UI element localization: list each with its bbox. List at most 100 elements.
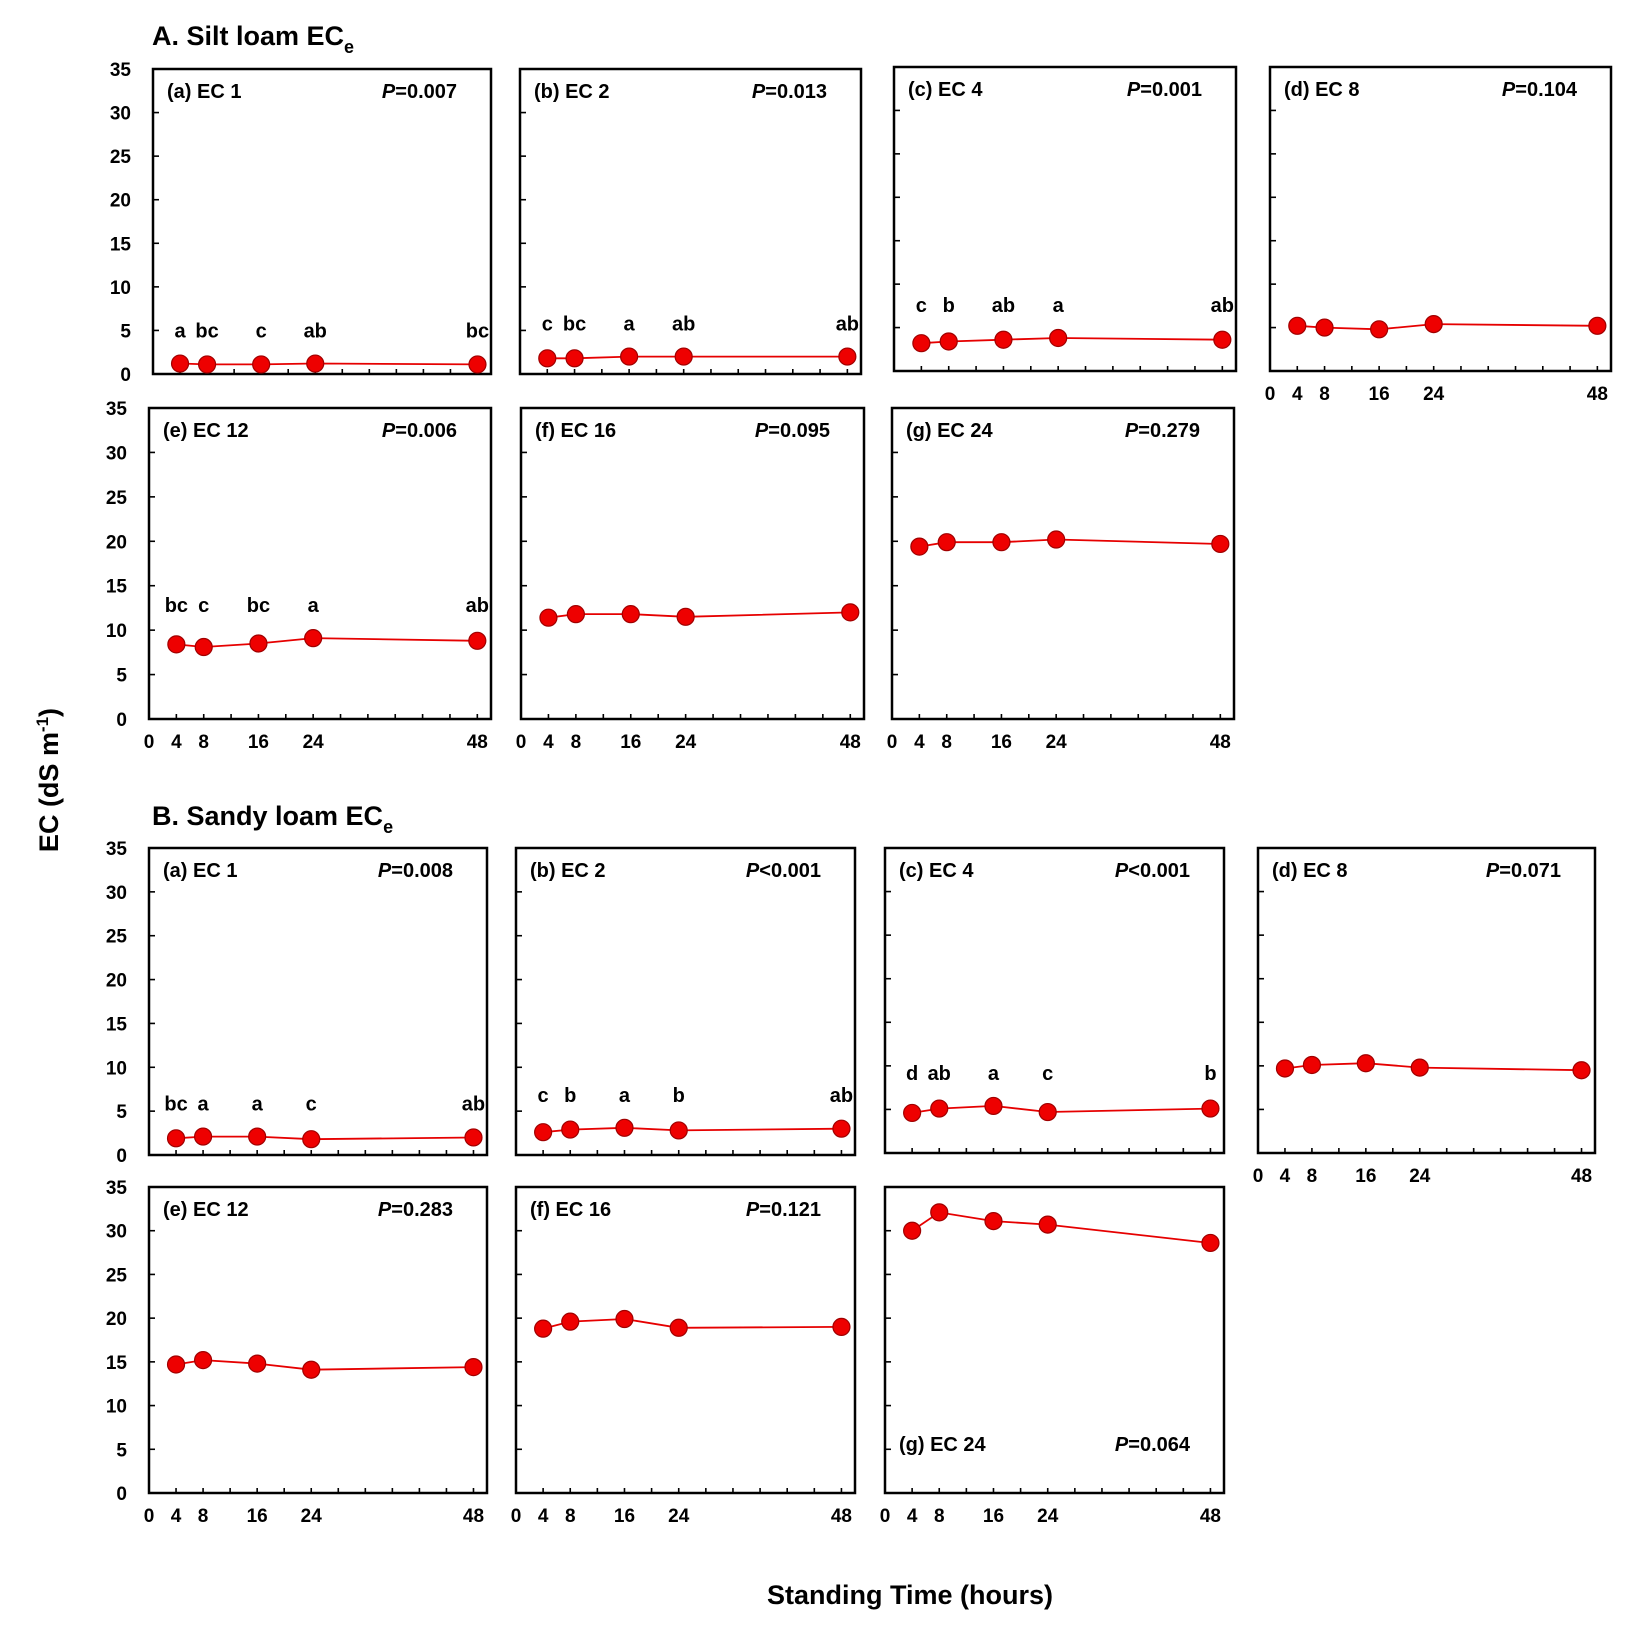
y-tick-label: 15 xyxy=(106,1014,128,1035)
p-value: P=0.007 xyxy=(382,81,457,103)
y-tick-label: 10 xyxy=(106,1397,127,1418)
data-point xyxy=(1275,1059,1295,1078)
x-tick-label: 24 xyxy=(1423,384,1445,405)
x-tick-label: 0 xyxy=(887,732,898,753)
data-point xyxy=(841,603,860,622)
x-tick-label: 4 xyxy=(907,1506,918,1527)
x-tick-label: 8 xyxy=(941,732,952,753)
y-tick-label: 20 xyxy=(106,1309,127,1330)
y-tick-label: 10 xyxy=(110,278,131,299)
x-tick-label: 4 xyxy=(538,1506,549,1527)
panel-b-c: (c) EC 4 P<0.001 d ab a c b xyxy=(883,846,1226,1155)
x-tick-label: 8 xyxy=(934,1506,945,1527)
section-title-b: B. Sandy loam ECe xyxy=(152,801,393,837)
y-tick-label: 20 xyxy=(110,191,131,212)
y-tick-label: 20 xyxy=(106,532,127,553)
data-point xyxy=(669,1318,688,1337)
p-value: P=0.013 xyxy=(752,81,827,103)
data-point xyxy=(1588,316,1607,335)
x-tick-label: 48 xyxy=(1200,1506,1221,1527)
panel-b-f: 0 4 8 16 24 48(f) EC 16 P=0.121 xyxy=(511,1185,857,1527)
significance-letter: bc xyxy=(165,595,188,617)
significance-letter: a xyxy=(252,1094,264,1116)
panel-label: (a) EC 1 xyxy=(163,860,237,882)
p-value: P=0.279 xyxy=(1125,420,1200,442)
p-value: P=0.064 xyxy=(1115,1434,1191,1456)
significance-letter: b xyxy=(943,295,955,317)
x-tick-label: 4 xyxy=(1292,384,1303,405)
significance-letter: a xyxy=(1053,295,1065,317)
significance-letter: ab xyxy=(928,1063,951,1085)
p-value: P=0.008 xyxy=(378,860,453,882)
data-point xyxy=(302,1360,321,1379)
x-tick-label: 0 xyxy=(1253,1166,1264,1187)
y-tick-label: 5 xyxy=(116,1440,127,1461)
x-tick-label: 0 xyxy=(516,732,527,753)
x-tick-label: 24 xyxy=(1409,1166,1431,1187)
data-point xyxy=(166,1129,186,1148)
x-tick-label: 48 xyxy=(1210,732,1231,753)
data-point xyxy=(1356,1054,1375,1073)
x-tick-label: 8 xyxy=(565,1506,576,1527)
significance-letter: bc xyxy=(466,321,489,343)
y-axis-title: EC (dS m-1) xyxy=(33,708,64,852)
significance-letter: ab xyxy=(1211,295,1234,317)
panel-a-c: (c) EC 4 P=0.001 c b ab a ab xyxy=(892,65,1238,373)
data-point xyxy=(194,637,213,657)
significance-letter: ab xyxy=(304,321,327,343)
significance-letter: ab xyxy=(836,314,859,336)
x-tick-label: 8 xyxy=(571,732,582,753)
significance-letter: bc xyxy=(164,1094,187,1116)
significance-letter: c xyxy=(306,1094,317,1116)
data-point xyxy=(615,1309,634,1329)
x-axis-title: Standing Time (hours) xyxy=(767,1580,1053,1610)
data-point xyxy=(676,607,695,626)
panel-b-d: 0 4 8 16 24 48(d) EC 8 P=0.071 xyxy=(1253,846,1597,1187)
panel-frame xyxy=(890,406,1236,721)
panel-a-f: 0 4 8 16 24 48(f) EC 16 P=0.095 xyxy=(516,406,866,753)
panel-label: (g) EC 24 xyxy=(899,1434,987,1456)
data-point xyxy=(170,354,190,373)
panel-frame xyxy=(147,846,489,1157)
significance-letter: a xyxy=(174,321,186,343)
panel-frame xyxy=(147,1185,489,1495)
panel-label: (e) EC 12 xyxy=(163,420,249,442)
y-tick-label: 5 xyxy=(120,321,131,342)
data-point xyxy=(992,533,1011,552)
data-point xyxy=(615,1118,634,1137)
data-point xyxy=(248,1127,267,1146)
data-point xyxy=(984,1096,1003,1116)
data-point xyxy=(838,347,857,366)
data-point xyxy=(197,355,217,374)
x-tick-label: 4 xyxy=(171,732,182,753)
data-point xyxy=(937,533,956,552)
panel-label: (d) EC 8 xyxy=(1272,860,1348,882)
significance-letter: c xyxy=(916,295,927,317)
significance-letter: b xyxy=(673,1085,685,1107)
significance-letter: ab xyxy=(672,314,695,336)
p-value: P=0.104 xyxy=(1502,79,1578,101)
panel-frame xyxy=(147,406,493,721)
p-value: P=0.001 xyxy=(1127,79,1202,101)
p-value: P=0.006 xyxy=(382,420,457,442)
x-tick-label: 8 xyxy=(1307,1166,1318,1187)
section-title-a: A. Silt loam ECe xyxy=(152,21,354,57)
panel-a-d: 0 4 8 16 24 48(d) EC 8 P=0.104 xyxy=(1265,65,1613,405)
data-point xyxy=(669,1121,688,1140)
x-tick-label: 24 xyxy=(675,732,697,753)
data-point xyxy=(538,349,557,368)
data-point xyxy=(464,1128,483,1147)
x-tick-label: 4 xyxy=(171,1506,182,1527)
significance-letter: bc xyxy=(195,321,218,343)
data-point xyxy=(939,332,958,351)
x-tick-label: 16 xyxy=(247,1506,268,1527)
data-point xyxy=(539,608,558,627)
panel-label: (b) EC 2 xyxy=(534,81,610,103)
data-point xyxy=(1302,1055,1322,1075)
data-point xyxy=(903,1103,922,1123)
data-point xyxy=(1211,534,1230,554)
significance-letter: c xyxy=(256,321,267,343)
x-tick-label: 16 xyxy=(248,732,269,753)
panel-label: (a) EC 1 xyxy=(167,81,241,103)
